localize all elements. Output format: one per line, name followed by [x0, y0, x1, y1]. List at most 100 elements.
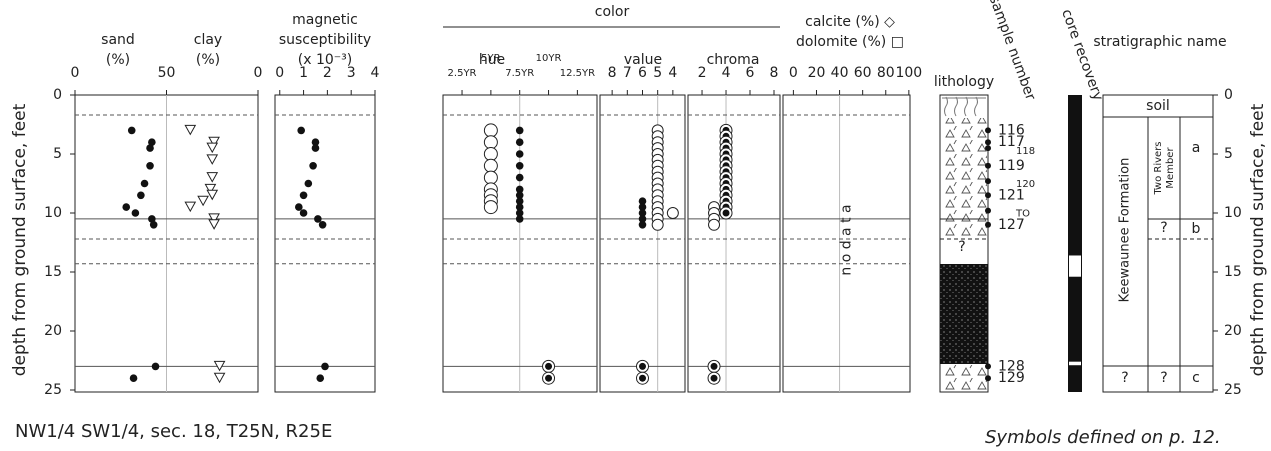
x-tick-label: 80 — [877, 65, 895, 81]
point — [311, 138, 320, 146]
point-part — [184, 201, 197, 213]
point — [148, 215, 156, 223]
point — [316, 374, 325, 383]
point — [515, 162, 524, 170]
point-part — [122, 203, 131, 211]
panel-header: value — [624, 52, 662, 68]
point — [636, 359, 649, 373]
point-part — [309, 162, 317, 170]
y-tick-label: 0 — [53, 87, 62, 103]
point — [311, 144, 320, 152]
y-tick-label: 10 — [44, 205, 62, 221]
point-part — [639, 362, 646, 370]
x-tick-label: 3 — [347, 65, 356, 81]
point — [515, 126, 524, 135]
x-tick-label: 4 — [722, 65, 731, 81]
point-part — [483, 123, 498, 138]
location: NW1/4 SW1/4, sec. 18, T25N, R25E — [15, 421, 332, 442]
point — [708, 218, 721, 231]
x-tick-label: 10YR — [536, 53, 562, 64]
point — [184, 201, 197, 213]
point-part — [638, 203, 647, 211]
unknown: ? — [1121, 370, 1128, 386]
y-tick-label: 0 — [1224, 87, 1233, 103]
point-part — [311, 138, 320, 146]
x-tick-label: 0 — [71, 65, 80, 81]
y-tick-label: 20 — [1224, 323, 1242, 339]
x-tick-label: 7.5YR — [505, 68, 534, 79]
formation-label: Keewaunee Formation — [1118, 158, 1133, 303]
point — [638, 203, 647, 211]
point — [151, 362, 160, 371]
y-tick-label: 5 — [1224, 146, 1233, 162]
soil-label: soil — [1146, 98, 1170, 114]
panel-header: (%) — [196, 52, 220, 68]
core-bar — [1068, 95, 1082, 392]
point — [483, 158, 498, 173]
point — [206, 142, 219, 154]
sample-dot — [985, 363, 991, 370]
point — [638, 221, 647, 229]
member-label: Member — [1165, 147, 1176, 189]
point-part — [483, 135, 498, 150]
point-part — [318, 221, 327, 229]
point-part — [515, 197, 524, 205]
point — [638, 197, 647, 205]
lithology-column: ? lithology — [934, 74, 994, 393]
x-tick-label: 2.5YR — [448, 68, 477, 79]
point-part — [297, 126, 305, 135]
x-tick-label: 0 — [254, 65, 263, 81]
point — [146, 144, 154, 152]
point-part — [208, 213, 220, 224]
point — [295, 203, 303, 211]
point — [707, 371, 721, 385]
point-part — [545, 362, 553, 370]
point-part — [311, 144, 320, 152]
sample-label: 127 — [998, 217, 1025, 233]
point — [309, 162, 317, 170]
point — [213, 360, 226, 372]
unit-label: b — [1192, 221, 1201, 237]
point — [651, 218, 664, 231]
point-part — [208, 136, 220, 148]
x-tick-label: 5YR — [481, 53, 500, 64]
point — [515, 150, 524, 158]
point-part — [206, 142, 219, 154]
point-part — [131, 209, 140, 217]
point — [127, 126, 136, 135]
point — [542, 359, 556, 373]
y-tick-label: 25 — [1224, 382, 1242, 398]
point-part — [146, 144, 154, 152]
sample-label: 120 — [1016, 179, 1035, 190]
sample-label: 128 — [998, 358, 1025, 374]
point — [304, 179, 313, 188]
point — [321, 362, 329, 371]
panel-header: clay — [194, 32, 222, 48]
point — [483, 135, 498, 150]
point-part — [184, 124, 197, 136]
y-tick-label: 10 — [1224, 205, 1242, 221]
panel-header: chroma — [707, 52, 760, 68]
point-part — [206, 172, 219, 183]
point — [129, 374, 138, 383]
strat-label: stratigraphic name — [1093, 34, 1226, 50]
y-tick-label: 20 — [44, 323, 62, 339]
point — [515, 138, 524, 146]
panel-header: calcite (%) ◇ — [805, 14, 895, 30]
point-part — [316, 374, 325, 383]
point — [122, 203, 131, 211]
point — [483, 200, 498, 215]
point-part — [204, 183, 217, 195]
point — [204, 183, 217, 195]
panel-header: sand — [101, 32, 135, 48]
point-part — [314, 215, 322, 223]
x-tick-label: 0 — [789, 65, 798, 81]
point — [299, 191, 308, 200]
point — [140, 179, 149, 188]
point — [638, 209, 647, 217]
point-part — [515, 150, 524, 158]
sample-label: 116 — [998, 122, 1025, 138]
point-part — [483, 200, 498, 215]
point-part — [515, 215, 524, 223]
point-part — [295, 203, 303, 211]
